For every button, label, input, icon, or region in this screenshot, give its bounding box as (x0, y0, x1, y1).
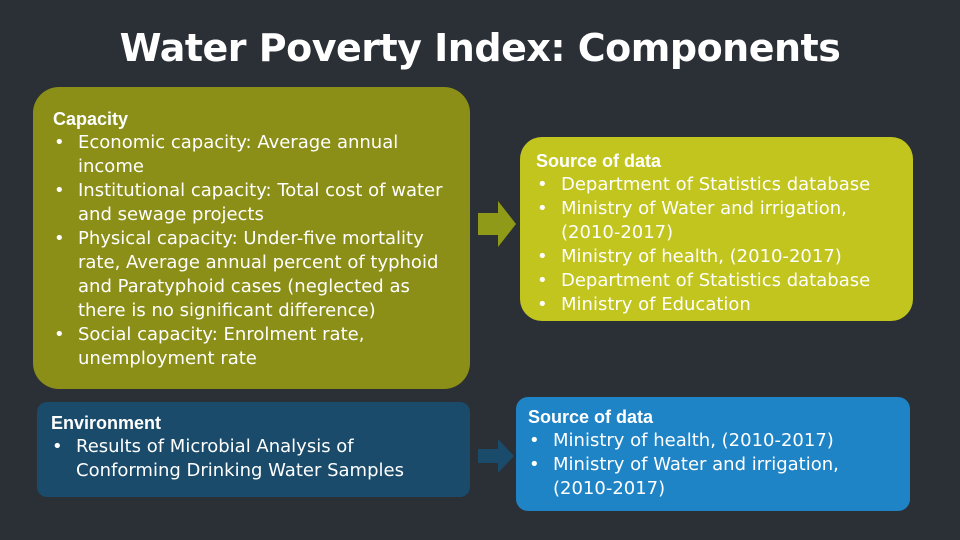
capacity-source-item: Department of Statistics database (536, 173, 903, 197)
environment-source-item: Ministry of Water and irrigation, (2010-… (528, 453, 900, 501)
environment-source-heading: Source of data (528, 407, 654, 427)
environment-item: Results of Microbial Analysis of Conform… (51, 435, 456, 483)
capacity-source-item: Department of Statistics database (536, 269, 903, 293)
capacity-source-box: Source of data Department of Statistics … (520, 137, 913, 321)
right-arrow-icon (478, 201, 516, 247)
arrow-environment-shape (478, 439, 514, 473)
environment-list: Results of Microbial Analysis of Conform… (51, 435, 456, 483)
arrow-capacity-shape (478, 201, 516, 247)
environment-box: Environment Results of Microbial Analysi… (37, 402, 470, 497)
capacity-item-social: Social capacity: Enrolment rate, unemplo… (53, 323, 456, 371)
capacity-source-list: Department of Statistics database Minist… (536, 173, 903, 317)
capacity-source-item: Ministry of Education (536, 293, 903, 317)
environment-source-item: Ministry of health, (2010-2017) (528, 429, 900, 453)
capacity-item-institutional: Institutional capacity: Total cost of wa… (53, 179, 456, 227)
environment-source-list: Ministry of health, (2010-2017) Ministry… (528, 429, 900, 501)
capacity-source-heading: Source of data (536, 151, 662, 171)
capacity-source-item: Ministry of health, (2010-2017) (536, 245, 903, 269)
environment-source-box: Source of data Ministry of health, (2010… (516, 397, 910, 511)
capacity-item-economic: Economic capacity: Average annual income (53, 131, 456, 179)
capacity-box: Capacity Economic capacity: Average annu… (33, 87, 470, 389)
capacity-heading: Capacity (53, 109, 129, 129)
capacity-list: Economic capacity: Average annual income… (53, 131, 456, 371)
right-arrow-icon (478, 439, 514, 473)
capacity-source-item: Ministry of Water and irrigation, (2010-… (536, 197, 903, 245)
environment-heading: Environment (51, 413, 162, 433)
capacity-item-physical: Physical capacity: Under-five mortality … (53, 227, 456, 323)
page-title: Water Poverty Index: Components (119, 26, 841, 70)
